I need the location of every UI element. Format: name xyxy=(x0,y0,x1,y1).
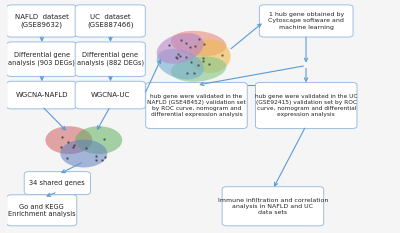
FancyBboxPatch shape xyxy=(259,5,353,37)
Text: UC  dataset
(GSE887466): UC dataset (GSE887466) xyxy=(87,14,134,28)
FancyBboxPatch shape xyxy=(75,5,145,37)
FancyBboxPatch shape xyxy=(75,42,145,76)
Text: Go and KEGG
Enrichment analysis: Go and KEGG Enrichment analysis xyxy=(8,204,76,217)
Circle shape xyxy=(60,140,107,168)
FancyBboxPatch shape xyxy=(6,195,77,226)
Text: hub gene were validated in the UC
(GSE92415) validation set by ROC
curve, nomogr: hub gene were validated in the UC (GSE92… xyxy=(255,94,358,117)
Ellipse shape xyxy=(190,39,230,73)
Ellipse shape xyxy=(157,49,204,79)
FancyBboxPatch shape xyxy=(146,82,247,129)
Text: Differential gene
analysis (903 DEGs): Differential gene analysis (903 DEGs) xyxy=(8,52,75,66)
FancyBboxPatch shape xyxy=(222,187,324,226)
FancyBboxPatch shape xyxy=(256,82,357,129)
FancyBboxPatch shape xyxy=(6,81,77,109)
Text: hub gene were validated in the
NAFLD (GSE48452) validation set
by ROC curve, nom: hub gene were validated in the NAFLD (GS… xyxy=(147,94,246,117)
FancyBboxPatch shape xyxy=(6,42,77,76)
FancyBboxPatch shape xyxy=(75,81,145,109)
Ellipse shape xyxy=(157,33,204,64)
Ellipse shape xyxy=(171,56,226,82)
Text: 1 hub gene obtained by
Cytoscape software and
machine learning: 1 hub gene obtained by Cytoscape softwar… xyxy=(268,12,344,30)
Text: WGCNA-UC: WGCNA-UC xyxy=(91,92,130,98)
Text: Immune infiltration and correlation
analysis in NAFLD and UC
data sets: Immune infiltration and correlation anal… xyxy=(218,198,328,215)
Text: Differential gene
analysis (882 DEGs): Differential gene analysis (882 DEGs) xyxy=(77,52,144,66)
Text: 34 shared genes: 34 shared genes xyxy=(30,180,85,186)
Circle shape xyxy=(75,126,122,154)
FancyBboxPatch shape xyxy=(24,172,90,195)
FancyBboxPatch shape xyxy=(6,5,77,37)
Ellipse shape xyxy=(171,31,226,56)
Circle shape xyxy=(45,126,92,154)
Text: WGCNA-NAFLD: WGCNA-NAFLD xyxy=(16,92,68,98)
Text: NAFLD  dataset
(GSE89632): NAFLD dataset (GSE89632) xyxy=(15,14,69,28)
